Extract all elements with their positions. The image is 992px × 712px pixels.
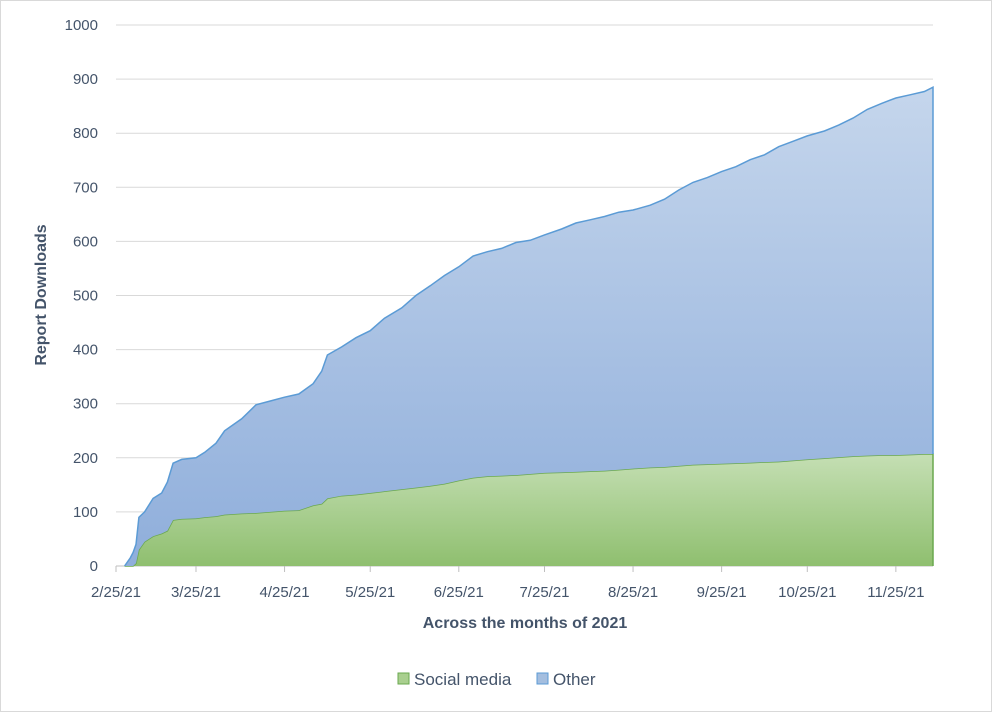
area-other xyxy=(124,87,934,566)
x-tick-label: 2/25/21 xyxy=(91,584,141,601)
y-tick-label: 500 xyxy=(73,288,98,305)
y-axis-title: Report Downloads xyxy=(33,224,50,365)
legend: Social media Other xyxy=(397,670,596,689)
y-tick-label: 700 xyxy=(73,179,98,196)
series-areas xyxy=(123,85,934,567)
x-tick-label: 4/25/21 xyxy=(260,584,310,601)
x-tick-label: 9/25/21 xyxy=(697,584,747,601)
x-axis-title: Across the months of 2021 xyxy=(423,615,628,632)
y-tick-label: 0 xyxy=(90,558,98,575)
x-tick-label: 3/25/21 xyxy=(171,584,221,601)
legend-label-social-media: Social media xyxy=(414,670,512,689)
y-tick-label: 900 xyxy=(73,71,98,88)
x-tick-label: 5/25/21 xyxy=(345,584,395,601)
y-tick-label: 100 xyxy=(73,504,98,521)
x-tick-label: 6/25/21 xyxy=(434,584,484,601)
y-tick-label: 300 xyxy=(73,396,98,413)
area-social-media xyxy=(124,454,934,566)
x-tick-label: 10/25/21 xyxy=(778,584,836,601)
legend-swatch-other xyxy=(536,672,549,685)
y-tick-label: 400 xyxy=(73,342,98,359)
x-tick-label: 8/25/21 xyxy=(608,584,658,601)
y-tick-label: 800 xyxy=(73,125,98,142)
y-axis-ticks: 0 100 200 300 400 500 600 700 800 900 1000 xyxy=(65,17,98,575)
y-tick-label: 600 xyxy=(73,233,98,250)
x-tick-label: 7/25/21 xyxy=(519,584,569,601)
x-tick-label: 11/25/21 xyxy=(867,584,924,601)
y-tick-label: 200 xyxy=(73,450,98,467)
legend-label-other: Other xyxy=(553,670,596,689)
line-other xyxy=(123,85,934,567)
legend-swatch-social-media xyxy=(397,672,410,685)
x-axis-ticks: 2/25/21 3/25/21 4/25/21 5/25/21 6/25/21 7/25/… xyxy=(91,566,925,601)
y-tick-label: 1000 xyxy=(65,17,98,34)
